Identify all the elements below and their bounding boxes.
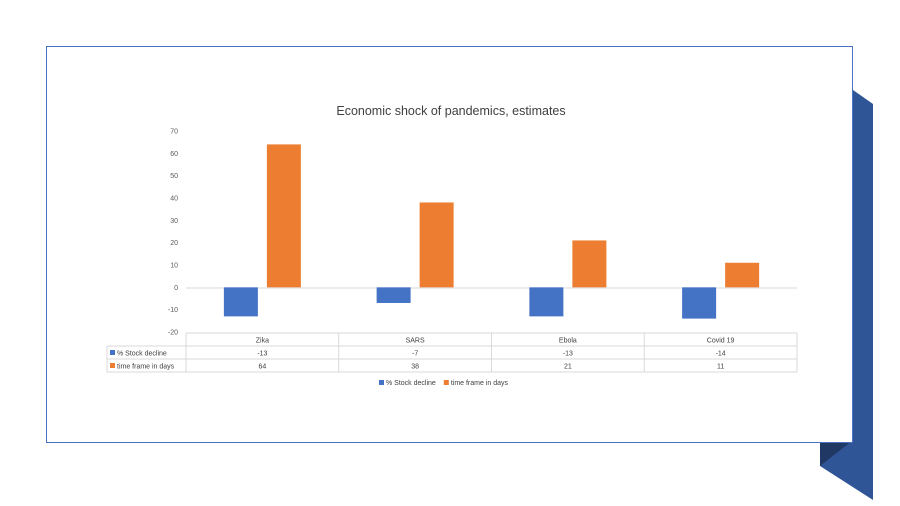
legend-swatch [379, 380, 384, 385]
y-tick-label: 10 [170, 263, 178, 270]
bar [223, 287, 258, 317]
table-series-key [110, 350, 115, 355]
bar [682, 287, 717, 319]
chart: Economic shock of pandemics, estimates 7… [106, 104, 798, 387]
bar [725, 262, 760, 288]
y-tick-label: 50 [170, 173, 178, 180]
legend-label: time frame in days [451, 380, 509, 387]
category-label: SARS [406, 338, 425, 345]
data-table: Zika SARS Ebola Covid 19 % Stock decline -13 -… [106, 332, 798, 373]
table-series-name: % Stock decline [117, 351, 167, 358]
legend-swatch [443, 380, 449, 385]
y-axis: 70 60 50 40 30 20 10 0 -10 -20 [168, 129, 178, 337]
table-cell: 21 [564, 364, 572, 371]
y-tick-label: -10 [168, 307, 178, 314]
y-tick-label: 60 [170, 151, 178, 158]
table-cell: -13 [563, 351, 573, 358]
table-series-key [110, 363, 115, 368]
y-tick-label: -20 [168, 330, 178, 337]
table-cell: 64 [258, 364, 266, 371]
bars [223, 144, 760, 319]
bar [572, 240, 607, 288]
table-cell: -7 [412, 351, 418, 358]
ribbon-body [820, 90, 873, 500]
category-label: Ebola [559, 338, 577, 345]
legend: % Stock decline time frame in days [379, 380, 508, 387]
y-tick-label: 30 [170, 218, 178, 225]
category-label: Covid 19 [707, 338, 735, 345]
chart-title: Economic shock of pandemics, estimates [336, 104, 565, 118]
bar [529, 287, 564, 317]
legend-label: % Stock decline [386, 380, 436, 387]
bar [419, 202, 454, 288]
y-tick-label: 70 [170, 129, 178, 136]
table-cell: 11 [717, 364, 724, 371]
chart-card: Economic shock of pandemics, estimates 7… [46, 46, 853, 443]
y-tick-label: 20 [170, 240, 178, 247]
category-label: Zika [256, 338, 269, 345]
table-cell: -14 [716, 351, 726, 358]
y-tick-label: 0 [174, 285, 178, 292]
bar [376, 287, 411, 303]
table-series-name: time frame in days [117, 364, 175, 371]
table-cell: 38 [411, 364, 419, 371]
bar [266, 144, 301, 288]
y-tick-label: 40 [170, 196, 178, 203]
table-cell: -13 [257, 351, 267, 358]
